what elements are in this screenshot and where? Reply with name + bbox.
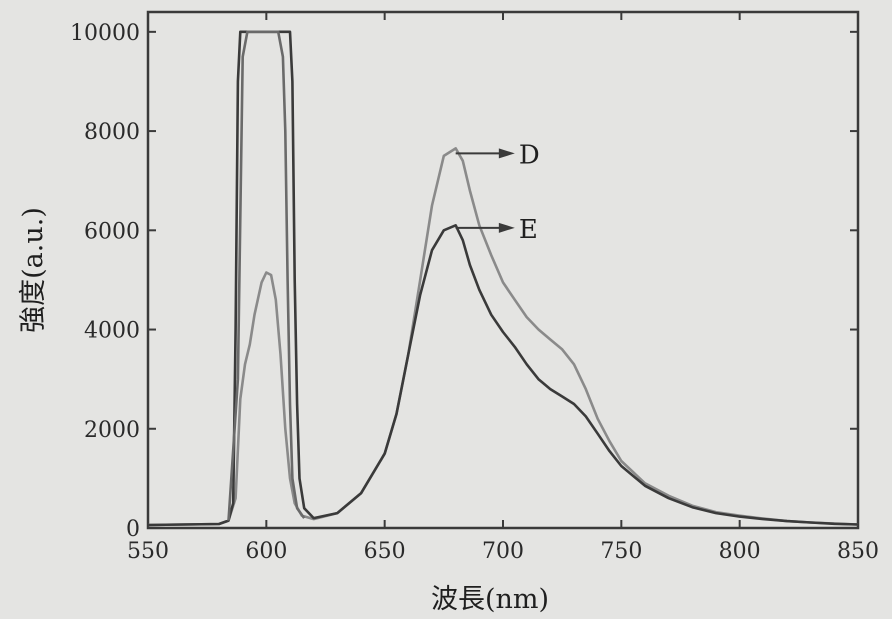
x-tick-label: 650	[364, 539, 406, 564]
y-tick-label: 10000	[70, 21, 140, 46]
x-tick-label: 550	[127, 539, 169, 564]
annotation-arrowhead-e	[498, 222, 515, 233]
annotation-layer: DE	[455, 140, 540, 245]
ticks-layer: 550 600 650 700 750 800 850 0 2000 4000 6000 8000 10…	[70, 12, 879, 564]
x-tick-label: 850	[837, 539, 879, 564]
plot-frame	[146, 10, 860, 530]
x-tick-label: 600	[245, 539, 287, 564]
annotation-label-d: D	[519, 140, 540, 170]
series-line-d	[147, 147, 859, 527]
series-line-e	[147, 30, 859, 527]
series-layer	[147, 30, 859, 527]
y-axis-label: 強度(a.u.)	[18, 207, 49, 333]
y-tick-label: 2000	[84, 418, 140, 443]
y-tick-label: 0	[126, 517, 140, 542]
series-line-unlabeled-2	[227, 30, 306, 521]
x-axis-label: 波長(nm)	[431, 584, 549, 615]
y-tick-label: 6000	[84, 219, 140, 244]
x-tick-label: 700	[482, 539, 524, 564]
x-tick-label: 750	[600, 539, 642, 564]
y-tick-label: 8000	[84, 120, 140, 145]
y-tick-label: 4000	[84, 319, 140, 344]
annotation-label-e: E	[519, 215, 538, 245]
x-tick-label: 800	[719, 539, 761, 564]
annotation-arrowhead-d	[498, 148, 515, 159]
